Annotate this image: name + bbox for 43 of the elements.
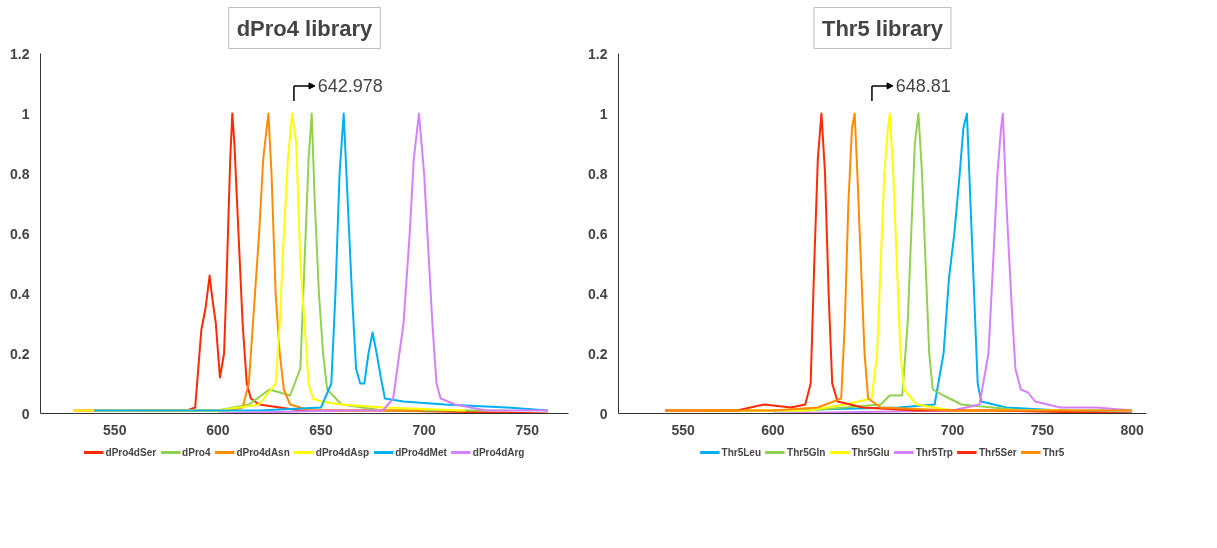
legend-label: dPro4 — [182, 446, 211, 458]
legend-label: dPro4dAsp — [315, 446, 370, 458]
x-tick-label: 550 — [103, 421, 127, 438]
legend-label: dPro4dAsn — [236, 446, 290, 458]
legend-label: dPro4dMet — [395, 446, 447, 458]
legend-label: dPro4dSer — [105, 446, 157, 458]
chart-title: Thr5 library — [821, 15, 944, 41]
x-tick-label: 650 — [851, 421, 875, 438]
x-tick-label: 700 — [412, 421, 437, 438]
chart-title: dPro4 library — [236, 15, 374, 41]
y-tick-label: 0.4 — [588, 285, 608, 302]
y-tick-label: 0.4 — [10, 285, 30, 302]
x-tick-label: 550 — [671, 421, 696, 438]
legend-label: dPro4dArg — [472, 446, 525, 458]
x-tick-label: 750 — [515, 421, 540, 438]
y-tick-label: 0.2 — [588, 345, 608, 362]
legend-label: Thr5Leu — [721, 446, 762, 458]
y-tick-label: 0 — [599, 405, 608, 422]
y-tick-label: 1.2 — [588, 45, 608, 62]
x-tick-label: 600 — [206, 421, 230, 438]
annotation: 648.81 — [895, 76, 951, 97]
y-tick-label: 1 — [21, 105, 30, 122]
y-tick-label: 0.6 — [10, 225, 30, 242]
y-tick-label: 0.6 — [588, 225, 608, 242]
legend-label: Thr5Trp — [915, 446, 953, 458]
y-tick-label: 0.2 — [10, 345, 30, 362]
legend-label: Thr5Glu — [851, 446, 890, 458]
x-tick-label: 800 — [1120, 421, 1145, 438]
x-tick-label: 700 — [940, 421, 965, 438]
x-tick-label: 600 — [761, 421, 785, 438]
x-tick-label: 750 — [1030, 421, 1055, 438]
y-tick-label: 0 — [21, 405, 30, 422]
legend-label: Thr5Gln — [787, 446, 826, 458]
line-series — [216, 112, 549, 414]
y-tick-label: 1.2 — [10, 45, 30, 62]
x-tick-label: 650 — [309, 421, 333, 438]
legend-label: Thr5Ser — [978, 446, 1017, 458]
line-series — [771, 112, 1134, 414]
annotation: 642.978 — [317, 76, 383, 97]
y-tick-label: 0.8 — [588, 165, 608, 182]
y-tick-label: 1 — [599, 105, 608, 122]
y-tick-label: 0.8 — [10, 165, 30, 182]
legend-label: Thr5 — [1042, 446, 1065, 458]
